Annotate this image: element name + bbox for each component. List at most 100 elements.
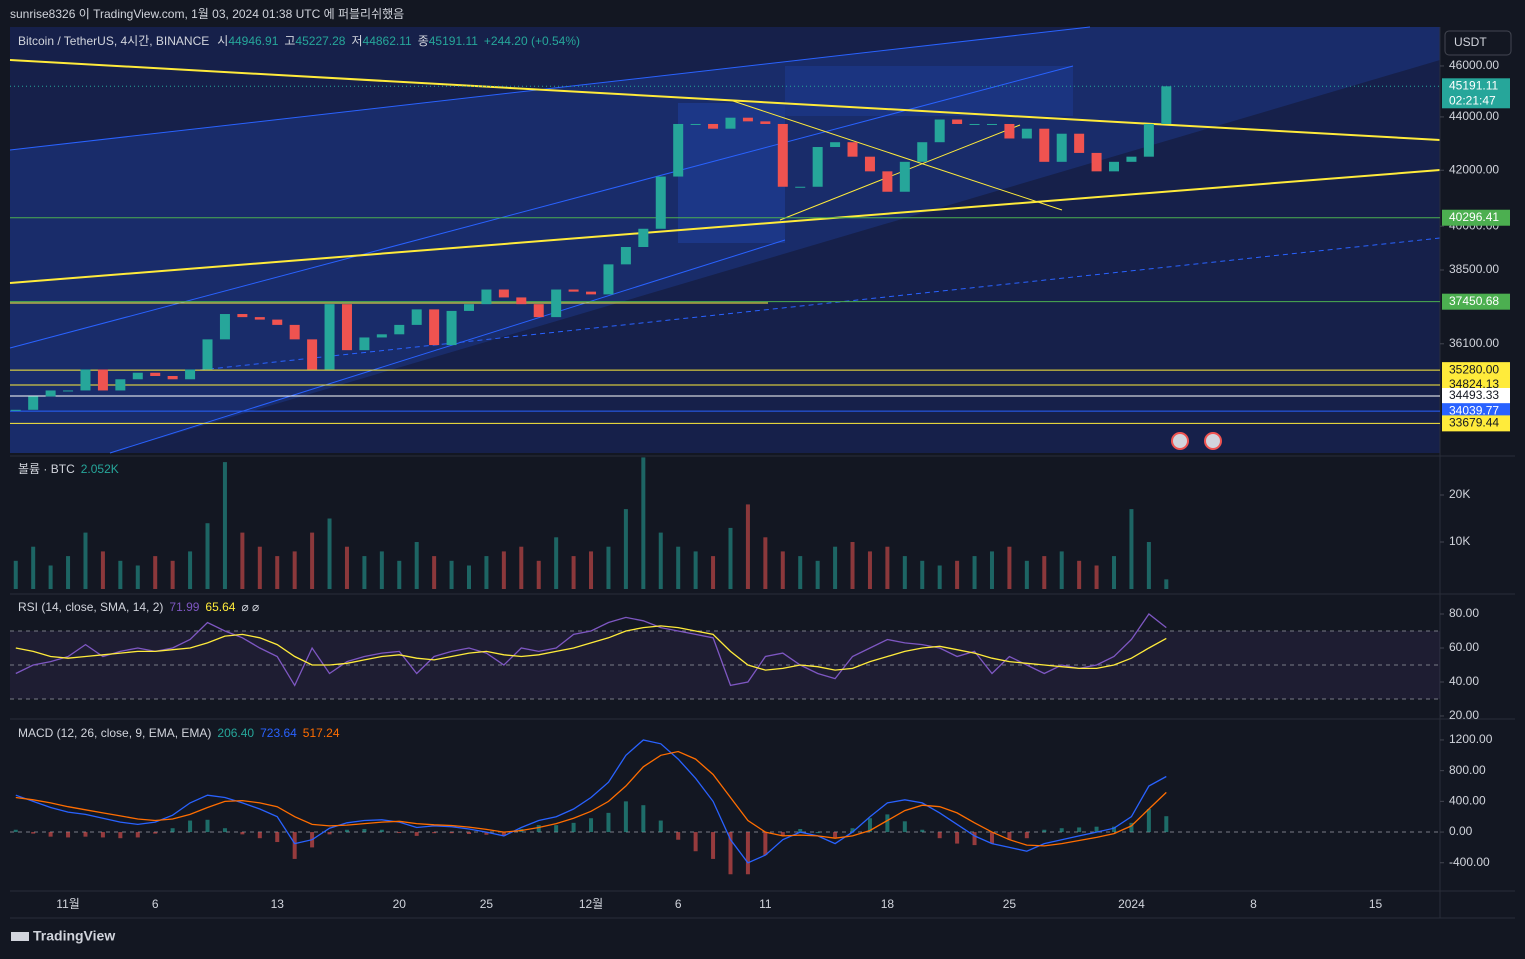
candle: [690, 123, 701, 125]
volume-bar: [1059, 551, 1064, 589]
candle: [952, 119, 963, 124]
volume-bar: [327, 518, 332, 589]
x-tick-label: 20: [393, 897, 407, 911]
candle: [620, 247, 631, 265]
last-price-label: 45191.11: [1449, 78, 1498, 92]
histogram-bar: [275, 832, 280, 843]
level-label: 34039.77: [1449, 403, 1499, 417]
candle: [586, 291, 597, 295]
candle: [655, 176, 666, 229]
volume-bar: [83, 532, 88, 589]
volume-bar: [554, 537, 559, 589]
volume-bar: [989, 551, 994, 589]
volume-title: 볼륨 · BTC: [18, 462, 75, 476]
histogram-bar: [850, 828, 855, 833]
histogram-bar: [693, 832, 698, 852]
countdown: 02:21:47: [1449, 93, 1496, 107]
x-tick-label: 11: [759, 897, 772, 911]
volume-bar: [467, 565, 472, 589]
y-tick-label: 10K: [1449, 534, 1470, 548]
candle: [324, 304, 335, 370]
candle: [638, 228, 649, 248]
volume-bar: [606, 546, 611, 589]
histogram-bar: [711, 832, 716, 859]
y-tick-label: 44000.00: [1449, 109, 1499, 123]
y-tick-label: 1200.00: [1449, 732, 1493, 746]
candle: [864, 156, 875, 172]
histogram-bar: [658, 820, 663, 833]
volume-bar: [937, 565, 942, 589]
volume-bar: [641, 457, 646, 589]
histogram-bar: [989, 832, 994, 844]
histogram-bar: [188, 820, 193, 833]
ohlc-value: 44946.91: [228, 34, 278, 48]
candle: [603, 264, 614, 295]
symbol: Bitcoin / TetherUS, 4시간, BINANCE: [18, 34, 209, 48]
volume-current: 2.052K: [81, 462, 119, 476]
candle: [394, 324, 405, 335]
volume-bar: [275, 556, 280, 589]
histogram-bar: [153, 832, 158, 834]
histogram-bar: [606, 812, 611, 833]
y-tick-label: 46000.00: [1449, 58, 1499, 72]
candle: [568, 289, 579, 292]
level-label: 40296.41: [1449, 210, 1499, 224]
level-label: 34493.33: [1449, 388, 1499, 402]
candle: [359, 337, 370, 351]
volume-bar: [135, 565, 140, 589]
volume-bar: [449, 560, 454, 589]
event-flag[interactable]: [1171, 432, 1189, 450]
volume-bar: [240, 532, 245, 589]
candle: [969, 123, 980, 125]
volume-bar: [658, 532, 663, 589]
candle: [446, 310, 457, 346]
y-tick-label: 40.00: [1449, 674, 1479, 688]
volume-bar: [362, 556, 367, 589]
x-tick-label: 6: [152, 897, 159, 911]
candle: [1056, 133, 1067, 162]
volume-bar: [798, 556, 803, 589]
event-flag[interactable]: [1204, 432, 1222, 450]
volume-bar: [31, 546, 36, 589]
candle: [1021, 128, 1032, 139]
rsi-value: 71.99: [169, 600, 199, 614]
histogram-bar: [763, 832, 768, 856]
candle: [185, 369, 196, 380]
candle: [917, 142, 928, 162]
y-tick-label: 20K: [1449, 487, 1470, 501]
ohlc-label: 종: [418, 34, 429, 48]
line: [15, 750, 1167, 847]
candle: [376, 334, 387, 338]
y-tick-label: 20.00: [1449, 708, 1479, 722]
volume-bar: [815, 560, 820, 589]
candle: [115, 379, 126, 391]
histogram-bar: [1094, 826, 1099, 833]
candle: [1161, 86, 1172, 124]
volume-bar: [1146, 542, 1151, 589]
volume-bar: [676, 546, 681, 589]
histogram-bar: [135, 832, 140, 838]
histogram-bar: [467, 832, 472, 834]
volume-bar: [310, 532, 315, 589]
volume-bar: [66, 556, 71, 589]
volume-bar: [763, 537, 768, 589]
candle: [533, 304, 544, 318]
histogram-bar: [31, 832, 36, 834]
currency[interactable]: USDT: [1454, 35, 1487, 49]
signal-value: 517.24: [303, 726, 340, 740]
change: +244.20 (+0.54%): [484, 34, 580, 48]
y-tick-label: 60.00: [1449, 640, 1479, 654]
candle: [830, 142, 841, 148]
currency-button[interactable]: [1444, 30, 1512, 56]
y-tick-label: 0.00: [1449, 824, 1473, 838]
brand: TradingView: [33, 928, 115, 944]
volume-bar: [902, 556, 907, 589]
x-tick-label: 13: [271, 897, 285, 911]
volume-bar: [432, 556, 437, 589]
y-tick-label: 36100.00: [1449, 336, 1499, 350]
brand-logo: [11, 932, 29, 941]
histogram-bar: [1146, 809, 1151, 833]
volume-bar: [484, 556, 489, 589]
volume-bar: [833, 546, 838, 589]
volume-bar: [1094, 565, 1099, 589]
